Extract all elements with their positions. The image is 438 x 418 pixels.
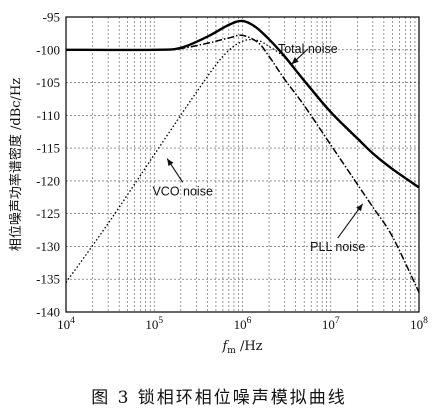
y-tick-label: -125 xyxy=(36,206,60,221)
annotation-total-noise: Total noise xyxy=(278,42,338,56)
plot-frame xyxy=(65,16,420,313)
y-tick-label: -140 xyxy=(36,305,60,320)
y-tick-label: -135 xyxy=(36,272,60,287)
series-line-pll-noise xyxy=(65,34,420,293)
x-axis-title-main: f xyxy=(221,339,229,354)
x-axis-title-unit: /Hz xyxy=(236,339,263,354)
x-axis-title-sub: m xyxy=(227,346,236,356)
annotations: Total noise VCO noise PLL noise xyxy=(152,42,365,254)
annotation-pll-noise: PLL noise xyxy=(310,240,365,254)
y-axis-title: 相位噪声功率谱密度 /dBc/Hz xyxy=(8,78,24,251)
grid xyxy=(66,17,419,312)
y-tick-label: -115 xyxy=(37,141,60,156)
y-tick-label: -105 xyxy=(36,75,60,90)
x-tick-label: 108 xyxy=(410,316,428,332)
series-lines xyxy=(65,19,420,293)
annotation-vco-noise: VCO noise xyxy=(152,184,212,198)
x-tick-label: 104 xyxy=(57,316,75,332)
y-tick-label: -130 xyxy=(36,239,60,254)
tick-labels: -95-100-105-110-115-120-125-130-135-1401… xyxy=(36,10,428,333)
x-tick-label: 106 xyxy=(234,316,252,332)
annotation-arrow xyxy=(337,203,364,239)
annotation-arrow xyxy=(166,158,184,183)
series-line-vco-noise xyxy=(65,38,420,283)
y-tick-label: -95 xyxy=(43,10,60,25)
x-tick-label: 105 xyxy=(145,316,163,332)
y-tick-label: -100 xyxy=(36,42,60,57)
x-tick-label: 107 xyxy=(322,316,340,332)
annotation-arrow xyxy=(291,48,309,65)
y-tick-label: -120 xyxy=(36,173,60,188)
y-tick-label: -110 xyxy=(37,108,60,123)
x-axis-title: fm /Hz xyxy=(221,339,262,356)
figure-caption: 图 3 锁相环相位噪声模拟曲线 xyxy=(91,388,347,408)
